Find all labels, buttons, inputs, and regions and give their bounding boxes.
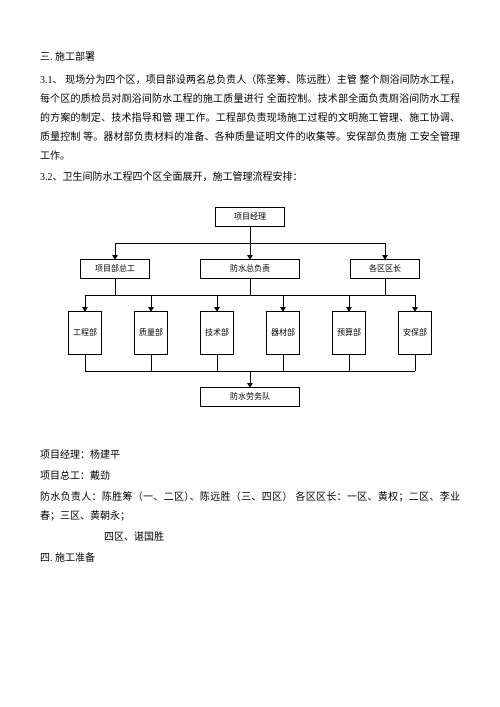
node-dept-security: 安保部: [398, 311, 432, 355]
node-dept-engineering: 工程部: [68, 311, 102, 355]
role-chief: 项目总工：戴劲: [40, 467, 460, 486]
connector-line: [349, 355, 350, 371]
node-waterproof-head: 防水总负责: [200, 259, 300, 279]
role-pm: 项目经理：杨建平: [40, 446, 460, 465]
section-4-title: 四. 施工准备: [40, 549, 460, 568]
connector-line: [85, 295, 415, 296]
node-area-heads: 各区区长: [350, 259, 420, 279]
node-dept-technical: 技术部: [200, 311, 234, 355]
role-waterproof: 防水负责人：陈胜筹（一、二区）、陈远胜（三、四区） 各区区长：一区、黄权；二区、…: [40, 488, 460, 526]
node-project-manager: 项目经理: [215, 207, 285, 227]
org-flowchart: 项目经理 项目部总工 防水总负责 各区区长 工程部 质量部 技术部 器材部 预算…: [60, 207, 440, 432]
connector-line: [250, 227, 251, 243]
node-dept-equipment: 器材部: [266, 311, 300, 355]
paragraph-3-1: 3.1、 现场分为四个区，项目部设两名总负责人（陈圣筹、陈远胜）主管 整个厕浴间…: [40, 71, 460, 166]
connector-line: [85, 355, 86, 371]
connector-line: [385, 279, 386, 295]
node-labor-team: 防水劳务队: [200, 387, 300, 407]
node-chief-engineer: 项目部总工: [80, 259, 150, 279]
connector-line: [415, 355, 416, 371]
connector-line: [217, 355, 218, 371]
connector-line: [115, 279, 116, 295]
node-dept-budget: 预算部: [332, 311, 366, 355]
node-dept-quality: 质量部: [134, 311, 168, 355]
role-district4: 四区、谌国胜: [104, 528, 460, 547]
connector-line: [151, 355, 152, 371]
connector-line: [250, 279, 251, 295]
paragraph-3-2: 3.2、卫生间防水工程四个区全面展开，施工管理流程安排：: [40, 168, 460, 187]
section-3-title: 三. 施工部署: [40, 48, 460, 67]
connector-line: [283, 355, 284, 371]
